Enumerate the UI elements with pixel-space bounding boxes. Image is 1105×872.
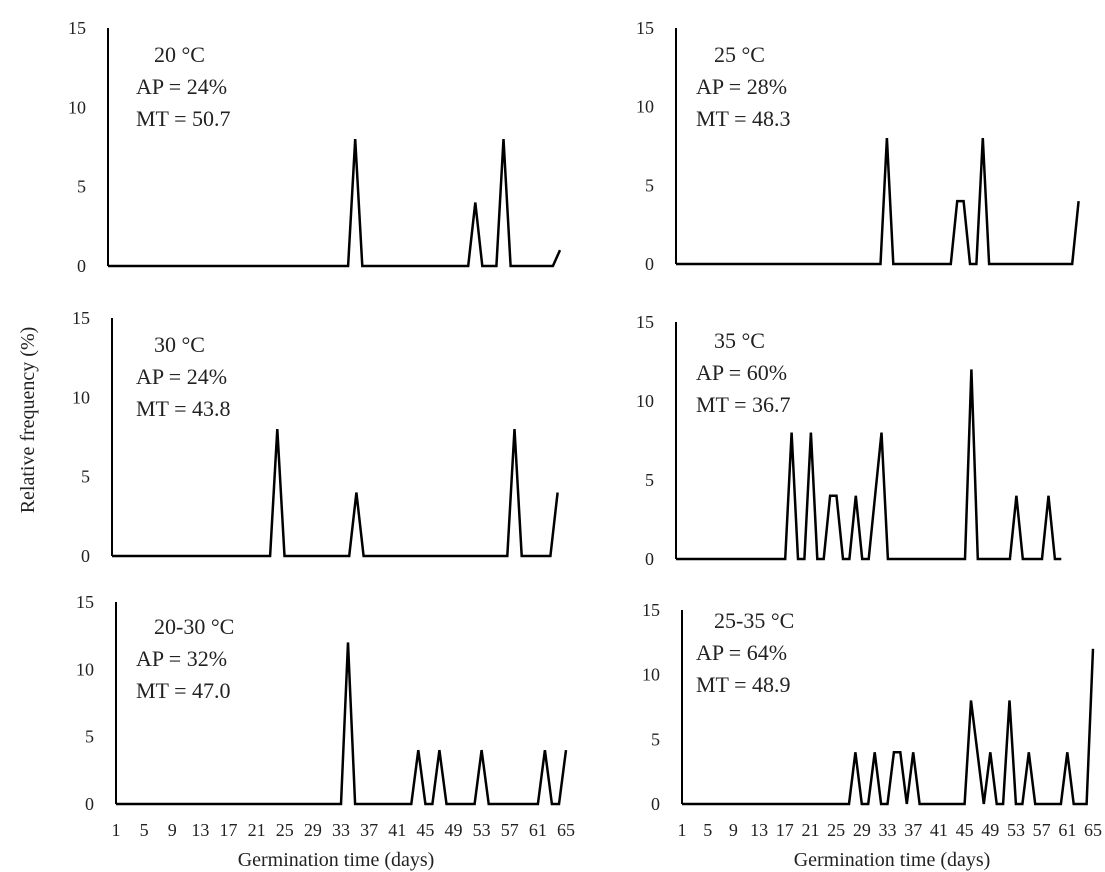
annotation-line-2: AP = 24% bbox=[136, 74, 227, 99]
x-tick-label: 21 bbox=[248, 820, 266, 840]
x-tick-label: 5 bbox=[703, 820, 712, 840]
frequency-line bbox=[676, 369, 1062, 561]
x-tick-label: 13 bbox=[750, 820, 768, 840]
chart-panel-1: 0 5 10 15 20 °C AP = 24% MT = 50.7 bbox=[68, 18, 562, 276]
x-tick-label: 37 bbox=[904, 820, 922, 840]
x-tick-label: 49 bbox=[981, 820, 999, 840]
annotation-line-2: AP = 64% bbox=[696, 640, 787, 665]
x-tick-label: 33 bbox=[879, 820, 897, 840]
y-tick-label: 0 bbox=[77, 256, 86, 276]
y-tick-label: 5 bbox=[645, 175, 654, 195]
x-tick-label: 9 bbox=[729, 820, 738, 840]
y-tick-label: 0 bbox=[645, 549, 654, 569]
x-tick-label: 53 bbox=[473, 820, 491, 840]
y-tick-label: 15 bbox=[72, 308, 90, 328]
y-tick-label: 5 bbox=[645, 470, 654, 490]
y-tick-label: 0 bbox=[85, 794, 94, 814]
annotation-line-2: AP = 28% bbox=[696, 74, 787, 99]
chart-panel-3: 0 5 10 15 30 °C AP = 24% MT = 43.8 bbox=[72, 308, 559, 566]
annotation-line-3: MT = 36.7 bbox=[696, 392, 791, 417]
frequency-line bbox=[676, 138, 1080, 266]
y-tick-label: 15 bbox=[68, 18, 86, 38]
y-tick-label: 15 bbox=[636, 18, 654, 38]
y-tick-label: 10 bbox=[636, 391, 654, 411]
y-axis-title: Relative frequency (%) bbox=[17, 327, 39, 514]
x-tick-label: 33 bbox=[332, 820, 350, 840]
annotation-line-1: 20-30 °C bbox=[154, 614, 234, 639]
x-tick-label: 53 bbox=[1007, 820, 1025, 840]
y-tick-label: 0 bbox=[651, 794, 660, 814]
x-tick-label: 17 bbox=[776, 820, 794, 840]
x-tick-label: 41 bbox=[930, 820, 948, 840]
annotation-line-1: 20 °C bbox=[154, 42, 205, 67]
chart-panel-2: 0 5 10 15 25 °C AP = 28% MT = 48.3 bbox=[636, 18, 1080, 274]
x-tick-label: 45 bbox=[956, 820, 974, 840]
x-tick-label: 1 bbox=[678, 820, 687, 840]
annotation-line-1: 25-35 °C bbox=[714, 608, 794, 633]
x-tick-label: 57 bbox=[501, 820, 519, 840]
x-tick-label: 45 bbox=[416, 820, 434, 840]
x-tick-label: 9 bbox=[168, 820, 177, 840]
annotation-line-3: MT = 48.9 bbox=[696, 672, 791, 697]
x-tick-label: 29 bbox=[304, 820, 322, 840]
x-tick-label: 29 bbox=[853, 820, 871, 840]
annotation-line-3: MT = 47.0 bbox=[136, 678, 231, 703]
y-tick-label: 10 bbox=[68, 97, 86, 117]
annotation-line-3: MT = 48.3 bbox=[696, 106, 791, 131]
y-tick-label: 10 bbox=[76, 659, 94, 679]
x-tick-label: 61 bbox=[529, 820, 547, 840]
x-tick-label: 1 bbox=[112, 820, 121, 840]
annotation-line-1: 30 °C bbox=[154, 332, 205, 357]
x-tick-label: 25 bbox=[827, 820, 845, 840]
y-tick-label: 10 bbox=[642, 665, 660, 685]
x-tick-label: 13 bbox=[191, 820, 209, 840]
x-tick-label: 57 bbox=[1033, 820, 1051, 840]
y-tick-label: 10 bbox=[636, 97, 654, 117]
y-tick-label: 0 bbox=[81, 546, 90, 566]
x-axis-title-right: Germination time (days) bbox=[794, 849, 991, 871]
annotation-line-3: MT = 43.8 bbox=[136, 396, 231, 421]
annotation-line-1: 25 °C bbox=[714, 42, 765, 67]
x-tick-label: 41 bbox=[388, 820, 406, 840]
x-tick-label: 49 bbox=[445, 820, 463, 840]
x-tick-label: 37 bbox=[360, 820, 378, 840]
chart-panel-4: 0 5 10 15 35 °C AP = 60% MT = 36.7 bbox=[636, 312, 1062, 569]
y-tick-label: 5 bbox=[651, 729, 660, 749]
x-tick-label: 21 bbox=[801, 820, 819, 840]
y-tick-label: 15 bbox=[642, 600, 660, 620]
annotation-line-2: AP = 24% bbox=[136, 364, 227, 389]
frequency-line bbox=[108, 139, 562, 268]
x-tick-label: 5 bbox=[140, 820, 149, 840]
x-tick-label: 65 bbox=[1084, 820, 1102, 840]
y-tick-label: 5 bbox=[85, 727, 94, 747]
x-axis-title-left: Germination time (days) bbox=[238, 849, 435, 871]
frequency-line bbox=[116, 642, 568, 806]
y-tick-label: 0 bbox=[645, 254, 654, 274]
y-tick-label: 5 bbox=[81, 467, 90, 487]
frequency-line bbox=[112, 429, 559, 558]
x-tick-label: 17 bbox=[220, 820, 238, 840]
x-tick-label: 65 bbox=[557, 820, 575, 840]
x-tick-label: 61 bbox=[1058, 820, 1076, 840]
annotation-line-2: AP = 60% bbox=[696, 360, 787, 385]
annotation-line-2: AP = 32% bbox=[136, 646, 227, 671]
y-tick-label: 5 bbox=[77, 177, 86, 197]
y-tick-label: 15 bbox=[76, 592, 94, 612]
x-tick-label: 25 bbox=[276, 820, 294, 840]
y-tick-label: 15 bbox=[636, 312, 654, 332]
annotation-line-3: MT = 50.7 bbox=[136, 106, 231, 131]
annotation-line-1: 35 °C bbox=[714, 328, 765, 353]
y-tick-label: 10 bbox=[72, 387, 90, 407]
frequency-line bbox=[682, 648, 1095, 806]
